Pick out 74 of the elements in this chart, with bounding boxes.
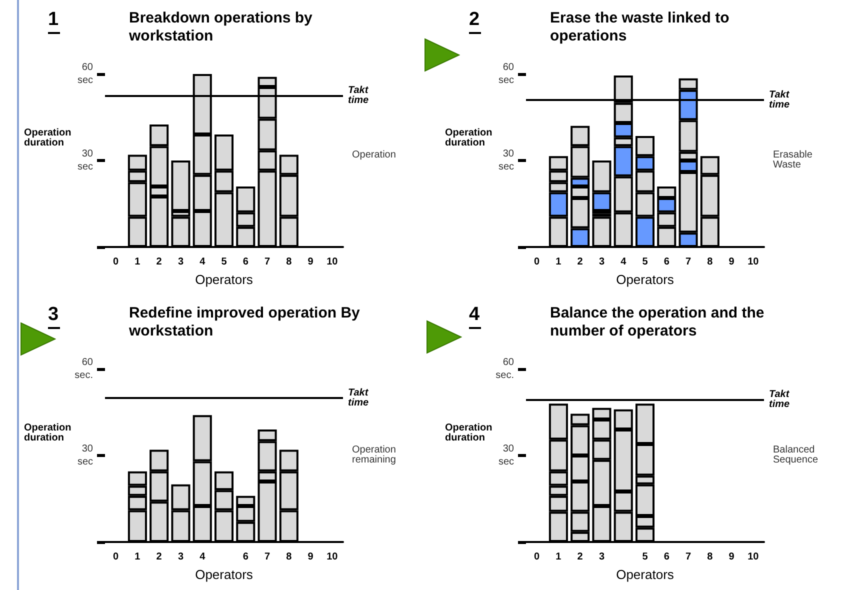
- text: Balanced Sequence: [773, 444, 818, 466]
- x-tick-label: 3: [178, 552, 184, 562]
- x-tick-label: 10: [748, 552, 760, 562]
- x-tick-label: 3: [598, 256, 605, 268]
- x-tick-label: 1: [134, 552, 141, 562]
- chart-title: Balance the operation and the number of operators: [550, 304, 768, 340]
- x-tick-label: 2: [577, 256, 584, 268]
- x-axis-title: Operators: [616, 567, 674, 582]
- ref-line-label: Takt time: [769, 89, 792, 110]
- y-tick-label: 60 sec: [498, 62, 514, 86]
- y-axis-title: Operation duration: [24, 128, 74, 148]
- x-tick-label: 0: [113, 256, 120, 268]
- text: 3: [48, 304, 59, 325]
- x-axis-title: Operators: [616, 272, 674, 287]
- x-tick-label: 9: [308, 256, 314, 268]
- text: 4: [469, 304, 480, 325]
- y-tick-label: 60 sec.: [496, 357, 514, 381]
- x-tick-label: 10: [326, 552, 338, 562]
- x-tick-label: 6: [664, 256, 670, 268]
- x-tick-label: 9: [728, 552, 735, 562]
- x-tick-label: 3: [598, 552, 605, 562]
- y-tick-label: 60 sec.: [74, 357, 94, 381]
- x-axis-title: Operators: [195, 567, 254, 582]
- y-axis-title: Operation duration: [445, 422, 496, 444]
- x-tick-label: 6: [242, 552, 249, 562]
- x-tick-label: 5: [221, 256, 228, 268]
- x-tick-label: 7: [264, 552, 270, 562]
- chart-title: Redefine improved operation By workstation: [128, 304, 364, 340]
- y-tick-label: 30 sec: [77, 148, 94, 172]
- x-tick-label: 10: [326, 256, 338, 268]
- text: Erasable Waste: [773, 150, 816, 170]
- x-tick-label: 1: [556, 552, 562, 562]
- x-tick-label: 4: [620, 256, 627, 268]
- x-tick-label: 8: [286, 256, 292, 268]
- text: Operation remaining: [352, 444, 399, 466]
- x-tick-label: 6: [242, 256, 249, 268]
- x-tick-label: 7: [685, 256, 692, 268]
- y-axis-title: Operation duration: [445, 128, 496, 148]
- ref-line-label: Takt time: [769, 388, 792, 410]
- text: 1: [48, 9, 59, 30]
- x-tick-label: 4: [200, 552, 206, 562]
- x-tick-label: 2: [156, 552, 162, 562]
- y-tick-label: 30 sec: [498, 148, 514, 172]
- x-tick-label: 1: [134, 256, 141, 268]
- x-tick-label: 2: [577, 552, 584, 562]
- y-tick-label: 60 sec: [77, 62, 94, 86]
- x-tick-label: 3: [178, 256, 184, 268]
- x-tick-label: 10: [748, 256, 760, 268]
- x-tick-label: 1: [556, 256, 562, 268]
- chart-title: Breakdown operations by workstation: [128, 10, 317, 44]
- x-tick-label: 8: [707, 256, 714, 268]
- x-tick-label: 0: [534, 552, 540, 562]
- x-tick-label: 8: [286, 552, 292, 562]
- ref-line-label: Takt time: [348, 387, 371, 408]
- x-axis-title: Operators: [195, 272, 254, 287]
- y-tick-label: 30 sec: [498, 444, 514, 468]
- x-tick-label: 5: [642, 256, 648, 268]
- text: 2: [469, 9, 480, 30]
- x-tick-label: 0: [534, 256, 540, 268]
- x-tick-label: 7: [264, 256, 270, 268]
- x-tick-label: 9: [728, 256, 735, 268]
- text: Operation: [352, 150, 396, 160]
- ref-line-label: Takt time: [348, 85, 371, 106]
- y-tick-label: 30 sec: [77, 444, 94, 468]
- x-tick-label: 5: [642, 552, 648, 562]
- x-tick-label: 8: [707, 552, 714, 562]
- y-axis-title: Operation duration: [24, 422, 74, 444]
- x-tick-label: 7: [685, 552, 692, 562]
- x-tick-label: 9: [308, 552, 314, 562]
- x-tick-label: 2: [156, 256, 162, 268]
- x-tick-label: 6: [664, 552, 670, 562]
- x-tick-label: 0: [113, 552, 120, 562]
- chart-title: Erase the waste linked to operations: [550, 10, 734, 44]
- x-tick-label: 4: [200, 256, 206, 268]
